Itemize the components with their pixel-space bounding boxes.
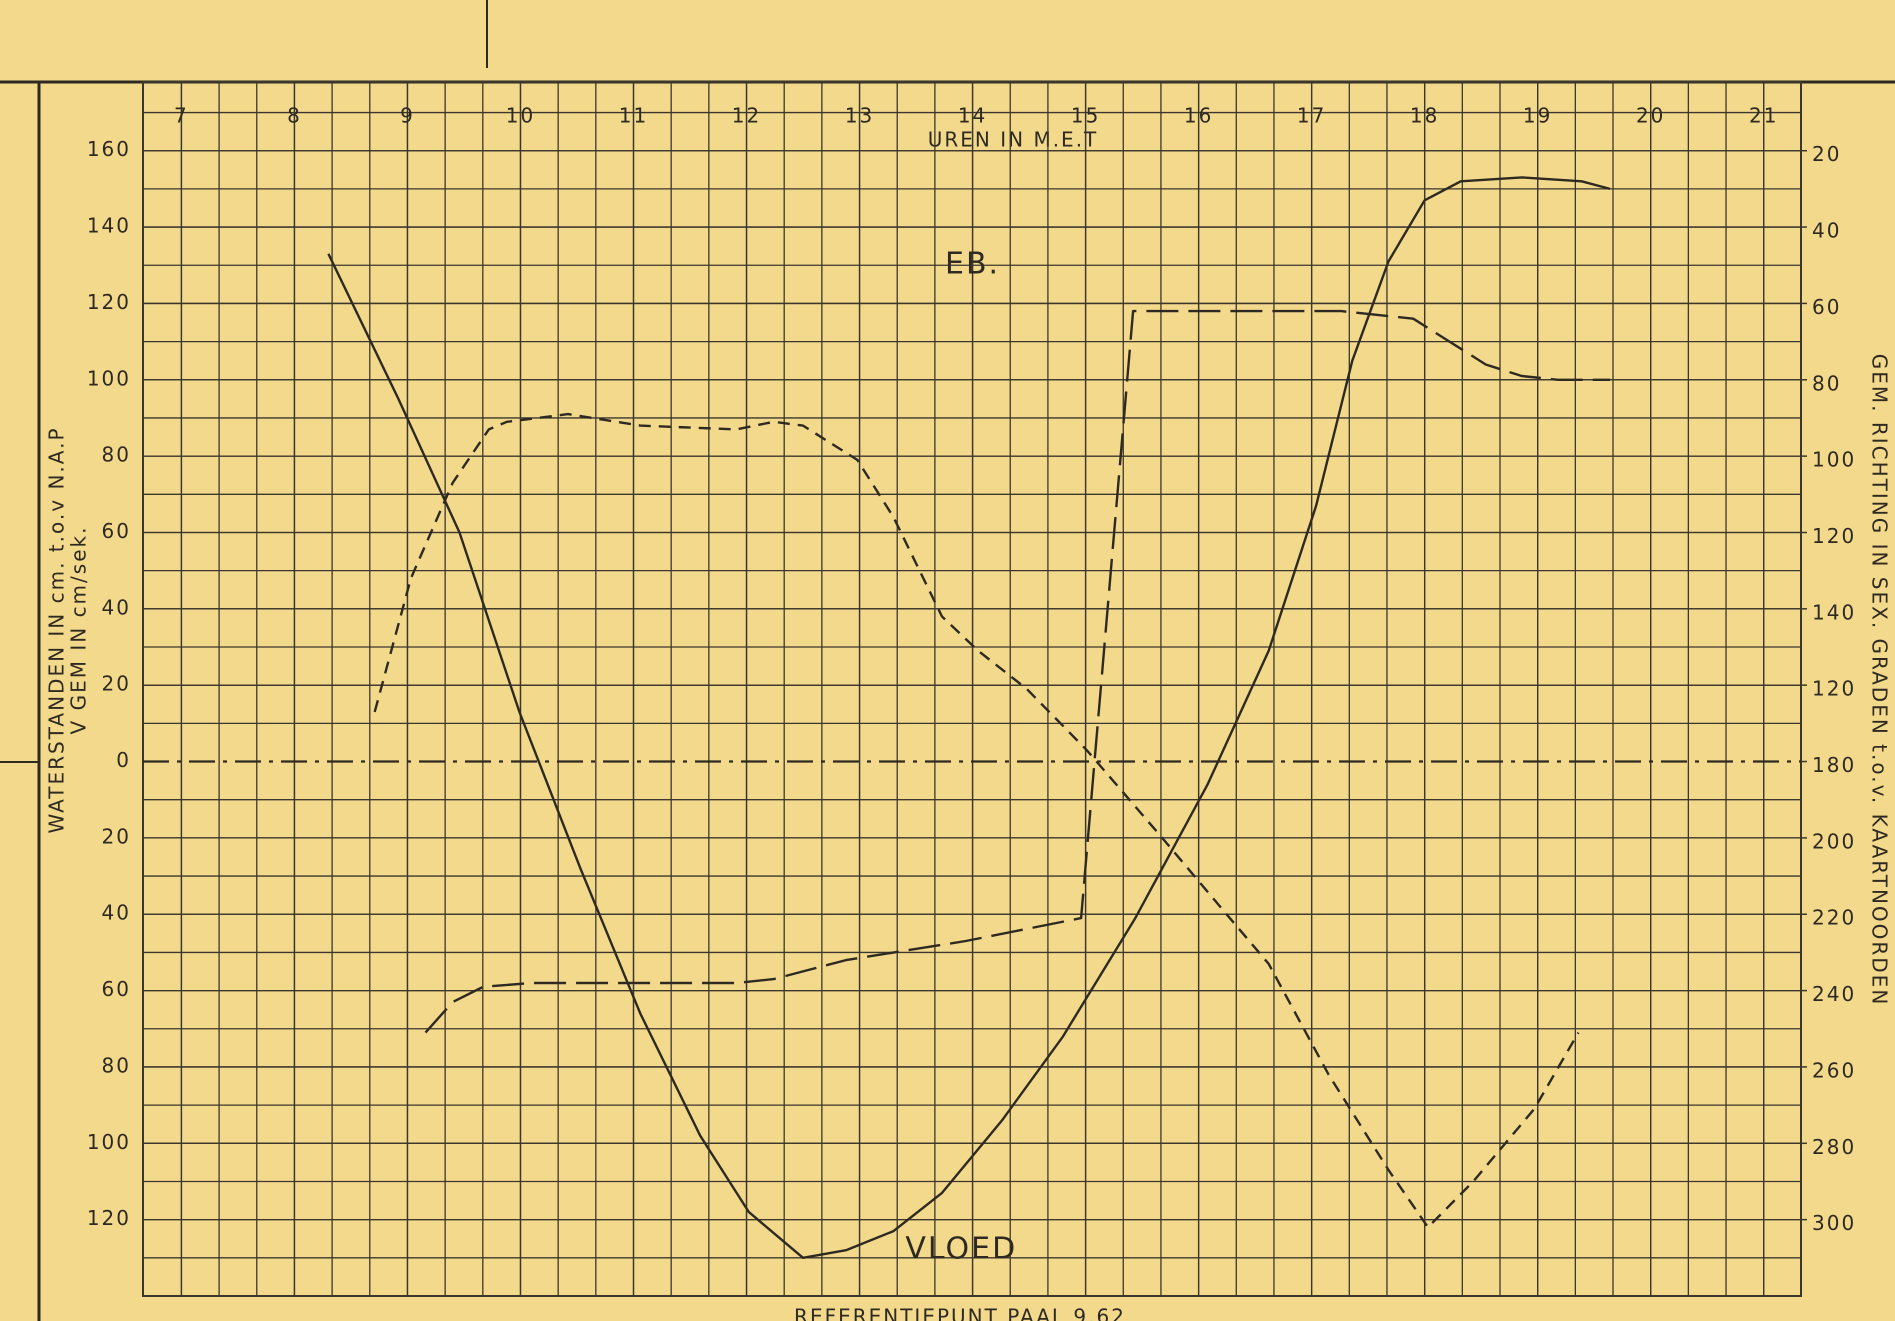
annotation: EB.	[945, 247, 1000, 282]
y-tick-label: 100	[87, 1130, 131, 1154]
y-tick-label: 40	[102, 595, 131, 619]
series-line	[424, 309, 1610, 1034]
x-tick-label: 8	[287, 104, 302, 128]
x-tick-label: 11	[619, 104, 648, 128]
x-tick-label: 19	[1523, 104, 1552, 128]
y-axis-label: V GEM IN cm/sek.	[67, 526, 91, 735]
y2-tick-label: 20	[1812, 142, 1841, 166]
x-axis-label: UREN IN M.E.T	[928, 128, 1099, 152]
y2-tick-label: 240	[1812, 982, 1856, 1006]
y-tick-label: 20	[102, 672, 131, 696]
y-tick-label: 40	[102, 901, 131, 925]
y2-tick-label: 80	[1812, 371, 1841, 395]
y2-axis-label: GEM. RICHTING IN SEX. GRADEN t.o.v. KAAR…	[1868, 354, 1892, 1007]
x-tick-label: 13	[845, 104, 874, 128]
x-tick-label: 16	[1184, 104, 1213, 128]
y2-tick-label: 260	[1812, 1058, 1856, 1082]
y-tick-label: 100	[87, 366, 131, 390]
x-tick-label: 15	[1071, 104, 1100, 128]
y2-tick-label: 200	[1812, 829, 1856, 853]
footer: REFERENTIEPUNT PAAL 9.62	[794, 1305, 1126, 1321]
x-tick-label: 17	[1297, 104, 1326, 128]
y2-tick-label: 40	[1812, 219, 1841, 243]
x-tick-label: 18	[1410, 104, 1439, 128]
y-tick-label: 60	[102, 519, 131, 543]
y-tick-label: 120	[87, 1206, 131, 1230]
y2-tick-label: 120	[1812, 524, 1856, 548]
y2-tick-label: 180	[1812, 753, 1856, 777]
x-tick-label: 10	[506, 104, 535, 128]
x-tick-label: 9	[400, 104, 415, 128]
y-tick-label: 20	[102, 824, 131, 848]
y-tick-label: 160	[87, 137, 131, 161]
y2-tick-label: 120	[1812, 677, 1856, 701]
annotation: VLOED	[905, 1232, 1017, 1267]
y2-tick-label: 60	[1812, 295, 1841, 319]
x-tick-label: 7	[174, 104, 189, 128]
x-tick-label: 12	[732, 104, 761, 128]
y-tick-label: 0	[116, 748, 131, 772]
series-line	[327, 176, 1611, 1259]
y-tick-label: 120	[87, 290, 131, 314]
y2-tick-label: 100	[1812, 448, 1856, 472]
y-tick-label: 140	[87, 214, 131, 238]
series-line	[373, 412, 1580, 1229]
x-tick-label: 20	[1636, 104, 1665, 128]
y-tick-label: 80	[102, 1053, 131, 1077]
y2-tick-label: 140	[1812, 600, 1856, 624]
y2-tick-label: 300	[1812, 1211, 1856, 1235]
x-tick-label: 21	[1749, 104, 1778, 128]
y-tick-label: 60	[102, 977, 131, 1001]
y-axis-label: WATERSTANDEN IN cm. t.o.v N.A.P	[45, 426, 69, 833]
y2-tick-label: 280	[1812, 1135, 1856, 1159]
y-tick-label: 80	[102, 443, 131, 467]
x-tick-label: 14	[958, 104, 987, 128]
y2-tick-label: 220	[1812, 906, 1856, 930]
